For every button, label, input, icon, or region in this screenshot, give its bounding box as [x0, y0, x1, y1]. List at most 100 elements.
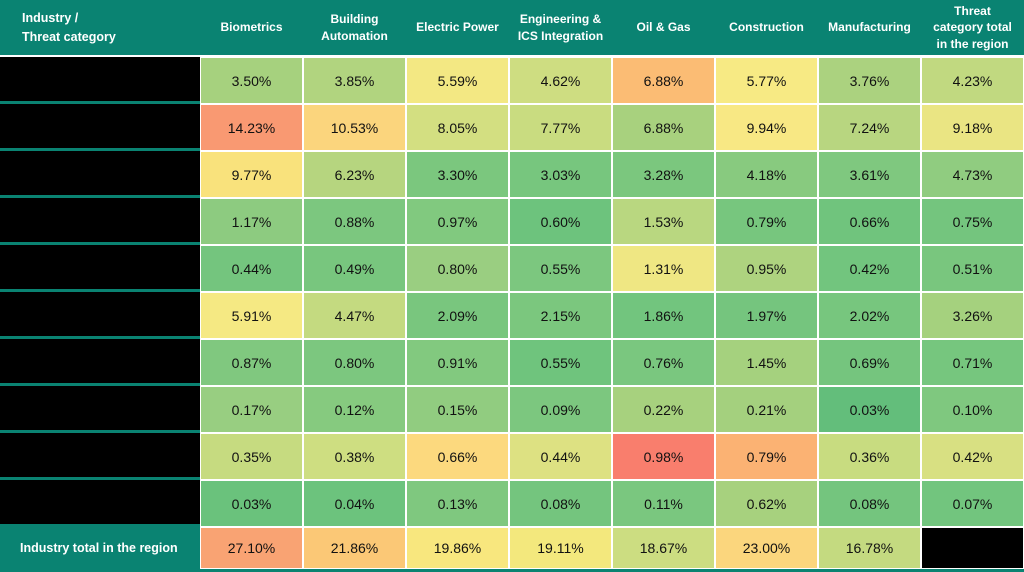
heatmap-cell: 2.15% [509, 292, 612, 339]
heatmap-cell: 4.62% [509, 57, 612, 104]
heatmap-cell: 2.09% [406, 292, 509, 339]
heatmap-cell: 3.03% [509, 151, 612, 198]
column-header: Manufacturing [818, 0, 921, 57]
heatmap-cell: 4.23% [921, 57, 1024, 104]
heatmap-cell: 0.76% [612, 339, 715, 386]
heatmap-cell: 0.87% [200, 339, 303, 386]
heatmap-cell: 0.51% [921, 245, 1024, 292]
heatmap-cell: 0.49% [303, 245, 406, 292]
industry-total-cell: 19.11% [509, 527, 612, 569]
heatmap-cell: 1.97% [715, 292, 818, 339]
row-label-redacted [0, 339, 200, 386]
heatmap-cell: 0.22% [612, 386, 715, 433]
heatmap-cell: 0.80% [406, 245, 509, 292]
column-header: Construction [715, 0, 818, 57]
heatmap-cell: 0.44% [200, 245, 303, 292]
heatmap-cell: 0.42% [921, 433, 1024, 480]
heatmap-cell: 3.26% [921, 292, 1024, 339]
industry-total-cell: 16.78% [818, 527, 921, 569]
heatmap-cell: 0.55% [509, 245, 612, 292]
row-label-redacted [0, 198, 200, 245]
heatmap-cell: 1.53% [612, 198, 715, 245]
heatmap-cell: 0.60% [509, 198, 612, 245]
redacted-total-cell [921, 527, 1024, 569]
heatmap-cell: 0.09% [509, 386, 612, 433]
row-label-redacted [0, 480, 200, 527]
heatmap-cell: 1.45% [715, 339, 818, 386]
heatmap-cell: 6.88% [612, 57, 715, 104]
heatmap-cell: 5.91% [200, 292, 303, 339]
heatmap-cell: 0.10% [921, 386, 1024, 433]
heatmap-cell: 3.85% [303, 57, 406, 104]
heatmap-cell: 0.95% [715, 245, 818, 292]
heatmap-cell: 6.23% [303, 151, 406, 198]
industry-total-row-label: Industry total in the region [0, 527, 200, 569]
heatmap-cell: 1.17% [200, 198, 303, 245]
heatmap-cell: 2.02% [818, 292, 921, 339]
column-header: Threat category total in the region [921, 0, 1024, 57]
heatmap-cell: 14.23% [200, 104, 303, 151]
heatmap-cell: 1.31% [612, 245, 715, 292]
column-header: Engineering & ICS Integration [509, 0, 612, 57]
heatmap-cell: 9.18% [921, 104, 1024, 151]
heatmap-cell: 0.03% [200, 480, 303, 527]
industry-total-cell: 19.86% [406, 527, 509, 569]
heatmap-cell: 6.88% [612, 104, 715, 151]
heatmap-cell: 3.76% [818, 57, 921, 104]
heatmap-cell: 8.05% [406, 104, 509, 151]
heatmap-cell: 4.73% [921, 151, 1024, 198]
heatmap-cell: 0.36% [818, 433, 921, 480]
heatmap-cell: 0.04% [303, 480, 406, 527]
column-header: Electric Power [406, 0, 509, 57]
heatmap-cell: 0.17% [200, 386, 303, 433]
heatmap-cell: 0.55% [509, 339, 612, 386]
heatmap-cell: 0.35% [200, 433, 303, 480]
heatmap-cell: 0.42% [818, 245, 921, 292]
heatmap-cell: 9.77% [200, 151, 303, 198]
heatmap-cell: 0.15% [406, 386, 509, 433]
heatmap-cell: 0.07% [921, 480, 1024, 527]
industry-total-cell: 23.00% [715, 527, 818, 569]
heatmap-cell: 0.66% [406, 433, 509, 480]
row-label-redacted [0, 57, 200, 104]
industry-total-cell: 21.86% [303, 527, 406, 569]
heatmap-cell: 0.08% [509, 480, 612, 527]
column-header: Biometrics [200, 0, 303, 57]
column-header: Oil & Gas [612, 0, 715, 57]
heatmap-cell: 0.79% [715, 198, 818, 245]
heatmap-cell: 9.94% [715, 104, 818, 151]
heatmap-cell: 0.80% [303, 339, 406, 386]
heatmap-cell: 0.03% [818, 386, 921, 433]
heatmap-cell: 10.53% [303, 104, 406, 151]
industry-total-cell: 18.67% [612, 527, 715, 569]
heatmap-cell: 0.12% [303, 386, 406, 433]
heatmap-cell: 1.86% [612, 292, 715, 339]
heatmap-cell: 5.59% [406, 57, 509, 104]
heatmap-cell: 0.91% [406, 339, 509, 386]
heatmap-cell: 3.50% [200, 57, 303, 104]
heatmap-cell: 0.98% [612, 433, 715, 480]
heatmap-cell: 7.77% [509, 104, 612, 151]
heatmap-cell: 0.79% [715, 433, 818, 480]
heatmap-cell: 0.88% [303, 198, 406, 245]
column-header: Building Automation [303, 0, 406, 57]
heatmap-cell: 3.61% [818, 151, 921, 198]
heatmap-cell: 0.66% [818, 198, 921, 245]
row-label-redacted [0, 433, 200, 480]
heatmap-cell: 0.69% [818, 339, 921, 386]
row-label-redacted [0, 292, 200, 339]
heatmap-cell: 3.28% [612, 151, 715, 198]
row-label-redacted [0, 104, 200, 151]
heatmap-cell: 0.38% [303, 433, 406, 480]
heatmap-cell: 0.13% [406, 480, 509, 527]
heatmap-cell: 0.21% [715, 386, 818, 433]
row-label-redacted [0, 386, 200, 433]
heatmap-cell: 3.30% [406, 151, 509, 198]
industry-total-cell: 27.10% [200, 527, 303, 569]
heatmap-cell: 0.75% [921, 198, 1024, 245]
heatmap-cell: 4.18% [715, 151, 818, 198]
heatmap-cell: 0.44% [509, 433, 612, 480]
heatmap-cell: 0.71% [921, 339, 1024, 386]
heatmap-cell: 4.47% [303, 292, 406, 339]
